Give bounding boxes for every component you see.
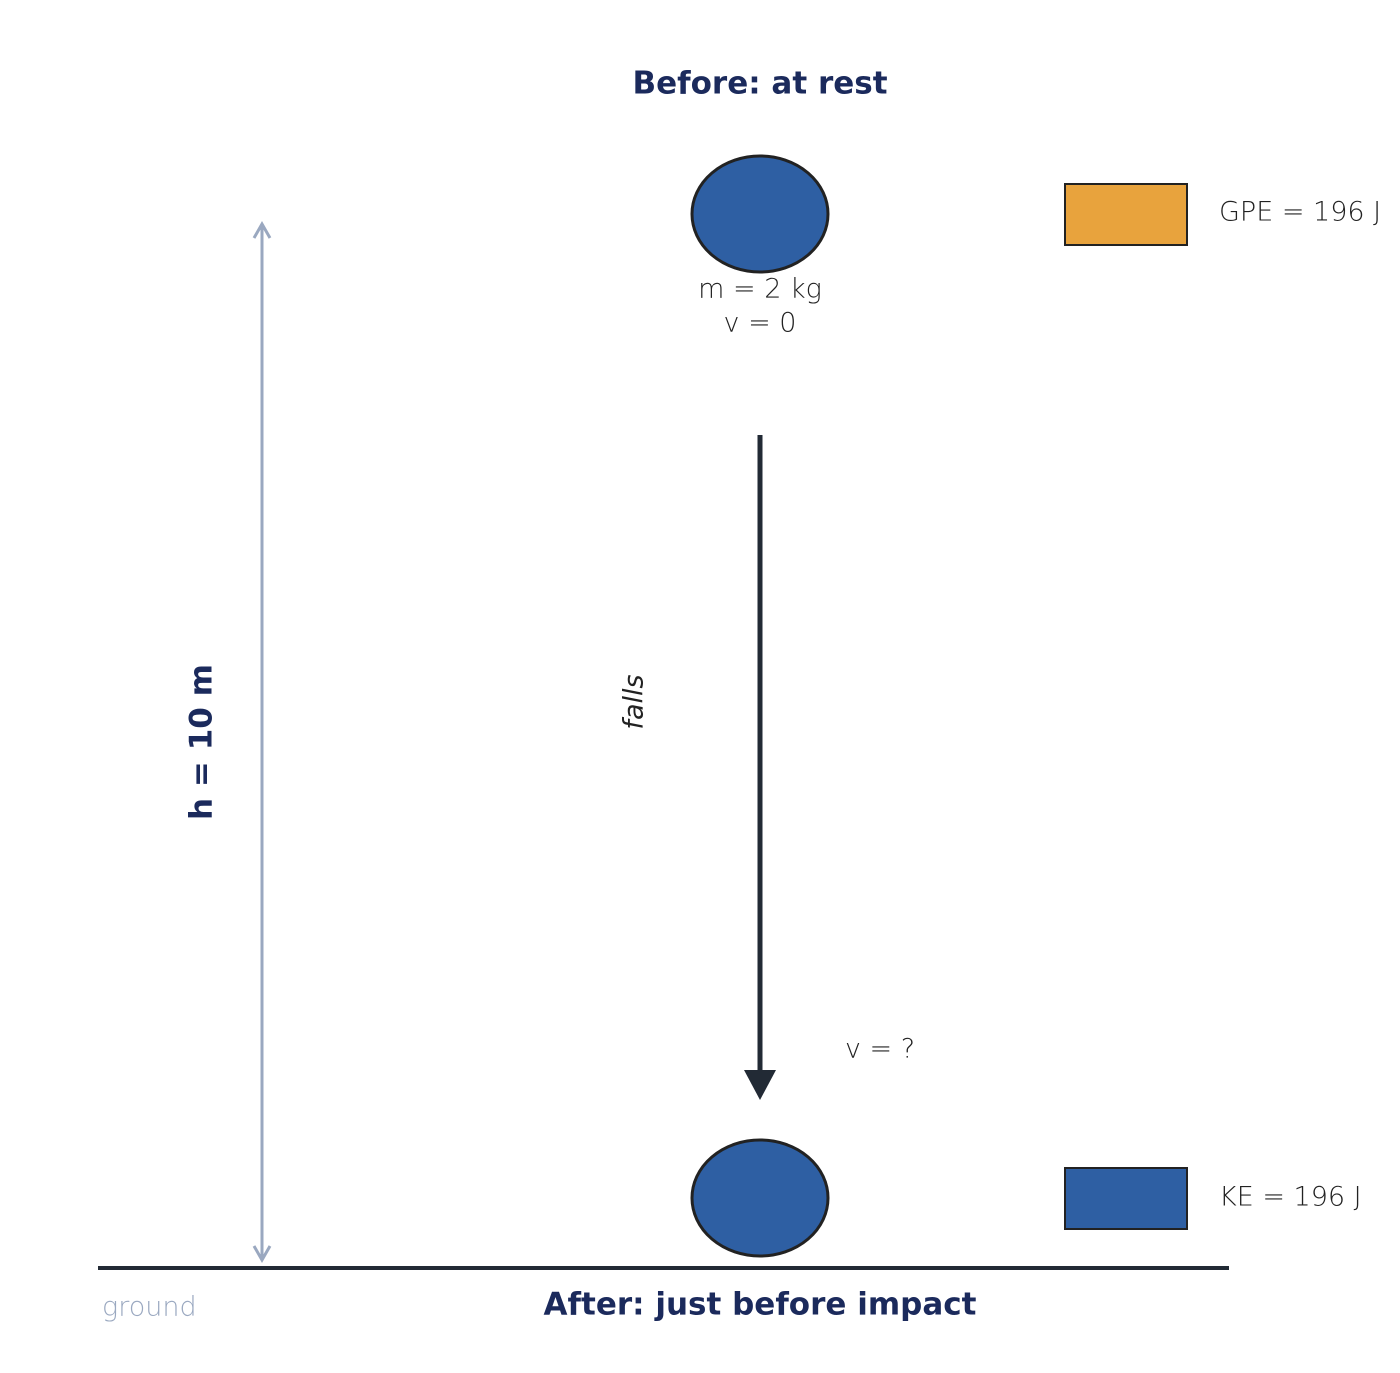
gpe-label: GPE = 196 J: [1219, 197, 1381, 228]
ke-swatch: [1064, 1167, 1188, 1230]
ball-before: [690, 154, 830, 274]
before-title: Before: at rest: [632, 66, 887, 102]
ball-after: [690, 1138, 830, 1258]
ground-label: ground: [102, 1292, 197, 1323]
gpe-swatch: [1064, 183, 1188, 246]
fall-arrow-head: [744, 1070, 776, 1100]
after-title: After: just before impact: [544, 1287, 977, 1323]
motion-label: falls: [619, 674, 650, 729]
height-label: h = 10 m: [184, 664, 220, 820]
height-arrow-head: [252, 1245, 272, 1264]
velocity-before: v = 0: [724, 308, 797, 339]
ke-label: KE = 196 J: [1219, 1182, 1362, 1213]
height-arrow-head: [252, 220, 272, 239]
velocity-after: v = ?: [845, 1034, 915, 1065]
mass-label: m = 2 kg: [698, 274, 822, 305]
